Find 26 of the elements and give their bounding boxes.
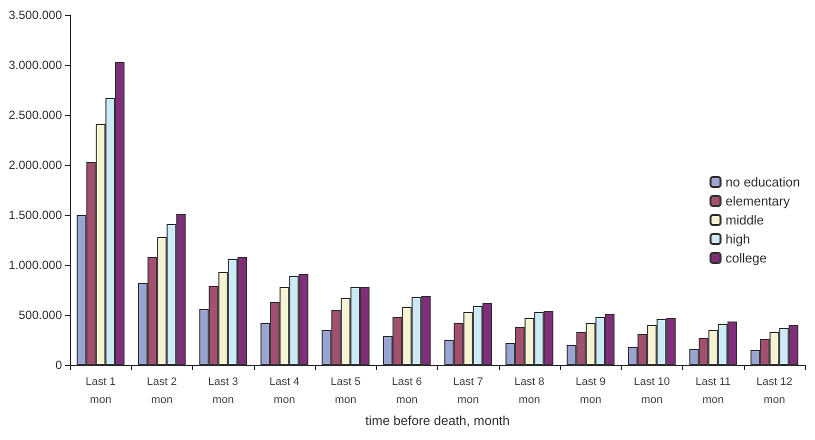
legend-label: high [726,232,750,246]
y-tick-label: 0 [55,358,62,372]
x-tick-label: Last 4 mon [269,376,300,406]
x-tick-label: Last 6 mon [392,376,422,406]
y-tick-label: 3.500.000 [8,8,62,22]
x-tick-label: Last 7 mon [453,376,484,406]
x-axis-title: time before death, month [365,412,510,428]
y-tick-label: 1.500.000 [8,208,62,222]
x-tick-label: Last 2 mon [146,376,177,406]
x-tick-label: Last 5 mon [330,376,361,406]
legend-label: no education [726,174,800,190]
x-tick-label: Last 11 mon [695,376,731,406]
y-tick-label: 2.500.000 [8,108,62,122]
legend-label: college [726,250,767,266]
y-tick-label: 3.000.000 [8,58,62,72]
x-tick-label: Last 1 mon [86,376,116,406]
x-tick-label: Last 8 mon [514,376,544,406]
x-tick-label: Last 9 mon [576,376,606,406]
x-tick-label: Last 12 mon [756,376,792,406]
x-tick-label: Last 10 mon [634,376,670,406]
legend-label: middle [726,212,764,228]
y-tick-label: 2.000.000 [8,158,62,172]
y-tick-label: 1.000.000 [8,258,62,272]
legend-label: elementary [726,194,790,208]
y-tick-label: 500.000 [18,308,62,322]
x-tick-label: Last 3 mon [208,376,238,406]
